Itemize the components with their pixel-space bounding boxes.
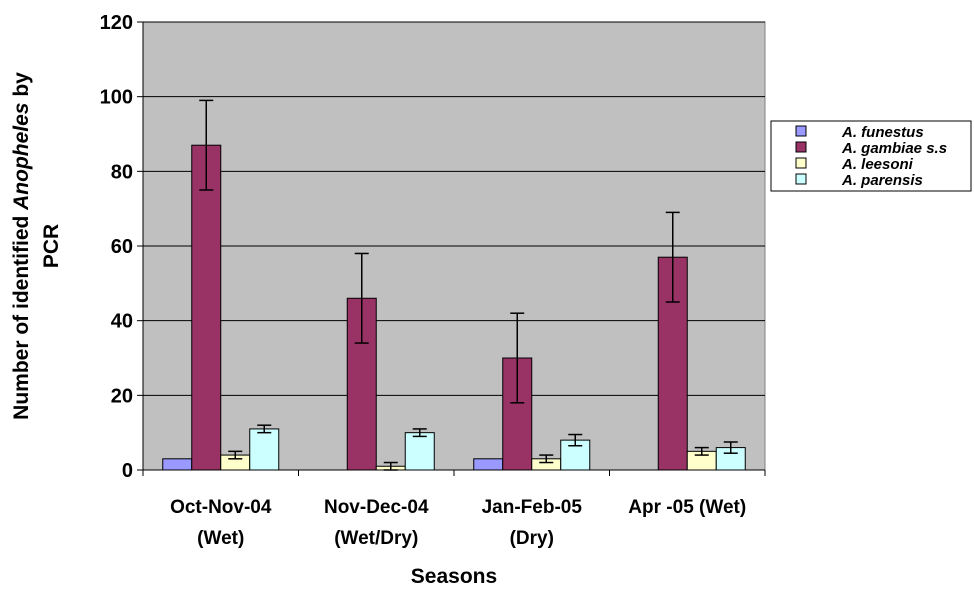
- legend-swatch-0: [795, 125, 807, 137]
- bar-0-0: [162, 458, 193, 471]
- x-tick-label-1-1: (Wet/Dry): [334, 528, 418, 549]
- y-axis-title-italic: Anopheles: [10, 102, 33, 210]
- x-tick-label-1-0: Nov-Dec-04: [324, 497, 429, 518]
- y-axis-title-tail: by: [10, 72, 33, 103]
- y-axis-title: Number of identified Anopheles by PCR: [10, 72, 63, 420]
- legend-label-0: A. funestus: [841, 124, 924, 141]
- error-bars: [199, 99, 738, 471]
- svg-text:Number of identified Anopheles: Number of identified Anopheles by: [10, 72, 33, 420]
- bar-3-0: [249, 428, 280, 471]
- legend-swatch-3: [795, 173, 807, 185]
- legend-label-2: A. leesoni: [841, 156, 914, 173]
- legend-swatch-1: [795, 141, 807, 153]
- x-tick-label-2-0: Jan-Feb-05: [482, 497, 583, 518]
- x-axis-title: Seasons: [411, 565, 497, 588]
- x-tick-label-3-0: Apr -05 (Wet): [628, 497, 746, 518]
- x-tick-label-0-1: (Wet): [197, 528, 244, 549]
- y-axis-title-plain: Number of identified: [10, 210, 33, 420]
- x-axis: Oct-Nov-04 (Wet) Nov-Dec-04 (Wet/Dry) Jan-Fe…: [142, 469, 766, 549]
- y-tick-label: 100: [100, 87, 133, 109]
- y-tick-label: 0: [122, 460, 133, 482]
- y-tick-label: 80: [111, 161, 133, 183]
- y-tick-label: 120: [100, 12, 133, 34]
- y-tick-label: 20: [111, 385, 133, 407]
- y-axis: 0 20 40 60 80 100 120: [100, 12, 144, 482]
- y-tick-label: 60: [111, 236, 133, 258]
- legend-swatch-2: [795, 157, 807, 169]
- y-axis-title-line2: PCR: [40, 224, 63, 268]
- bars: [162, 144, 746, 471]
- bar-0-2: [473, 458, 504, 471]
- x-tick-label-0-0: Oct-Nov-04: [170, 497, 272, 518]
- legend-label-1: A. gambiae s.s: [841, 140, 947, 157]
- legend-label-3: A. parensis: [841, 172, 923, 189]
- bar-3-1: [404, 432, 435, 471]
- x-tick-label-2-1: (Dry): [510, 528, 554, 549]
- y-tick-label: 40: [111, 311, 133, 333]
- bar-1-0: [191, 144, 222, 471]
